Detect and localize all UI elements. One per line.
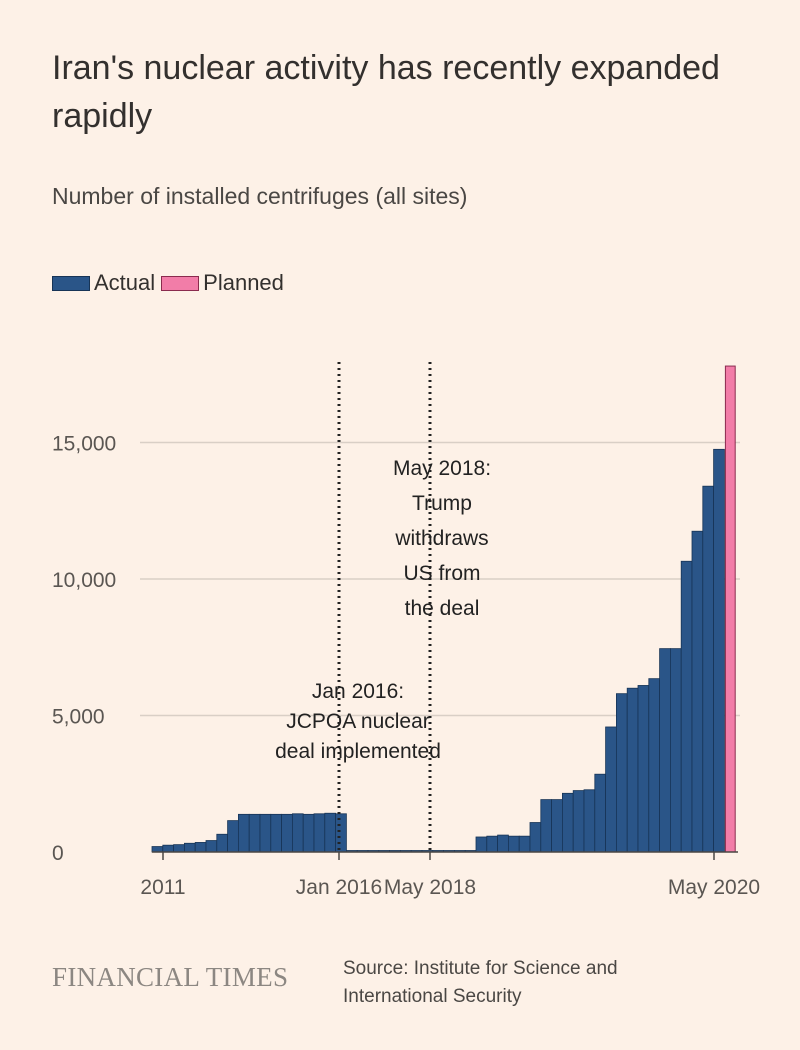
centrifuge-bar-chart: 0 5,000 10,000 15,000 2011 Jan 2016 May 2018 Ma… [52,362,760,899]
bar-actual [572,790,585,853]
bar-actual [151,846,164,853]
bar-actual [183,842,196,853]
bar-actual [194,842,207,853]
bar-actual [648,678,660,853]
bar-actual [475,836,488,853]
bar-actual [302,813,315,853]
bar-actual [173,844,185,853]
bar-actual [270,813,282,853]
source-line-1: Source: Institute for Science and [343,958,618,979]
legend: Actual Planned [52,270,290,296]
bar-actual [616,693,628,853]
bar-actual [281,813,293,853]
bar-actual [205,840,218,853]
bar-actual [594,773,606,853]
bar-actual [324,812,336,853]
legend-swatch-actual [52,275,90,291]
y-tick-label: 0 [52,842,64,865]
bar-actual [162,844,175,853]
annotation-text: Jan 2016: [312,680,404,703]
y-tick-label: 15,000 [52,433,116,456]
annotation-text: May 2018: [393,457,491,480]
bar-actual [562,792,574,853]
bar-actual [529,822,542,853]
bar-actual [626,687,639,853]
legend-label-planned: Planned [203,270,284,295]
legend-label-actual: Actual [94,270,156,295]
bar-actual [670,648,682,853]
bar-actual [497,834,509,853]
bar-actual [237,813,250,853]
bar-actual [702,485,714,853]
bar-actual [713,448,725,853]
source-line-2: International Security [343,986,522,1007]
annotation-text: deal implemented [275,740,441,763]
bar-actual [507,835,520,853]
chart-title: Iran's nuclear activity has recently exp… [52,49,720,135]
y-tick-label: 10,000 [52,569,116,592]
bar-actual [518,835,531,853]
bar-actual [551,799,563,853]
annotation-text: Trump [412,492,472,515]
x-tick-label: 2011 [140,876,185,899]
bar-actual [259,813,272,853]
x-tick-label: May 2018 [384,876,476,899]
legend-item-actual: Actual [52,270,155,296]
bar-actual [313,813,326,853]
legend-item-planned: Planned [161,270,284,296]
bar-actual [583,789,596,853]
bar-actual [248,813,261,853]
bar-planned [724,365,736,853]
bar-actual [680,560,693,853]
bar-actual [691,530,704,853]
legend-swatch-planned [161,275,200,291]
bar-actual [335,813,347,853]
x-tick-label: Jan 2016 [296,876,382,899]
bar-actual [540,799,552,853]
bar-actual [216,833,229,853]
source-note: Source: Institute for Science and Intern… [343,955,703,1011]
bar-actual [637,685,650,853]
x-tick-label: May 2020 [668,876,760,899]
bar-actual [227,820,239,853]
annotation-text: JCPOA nuclear [286,710,430,733]
annotation-text: the deal [405,597,480,620]
annotation-text: US from [403,562,480,585]
bar-actual [291,813,304,853]
y-tick-label: 5,000 [52,706,105,729]
ft-logo: FINANCIAL TIMES [52,962,289,992]
chart-subtitle: Number of installed centrifuges (all sit… [52,183,468,209]
annotation-text: withdraws [394,527,488,550]
bar-actual [486,835,498,853]
bar-actual [659,648,671,853]
bar-actual [605,726,617,853]
